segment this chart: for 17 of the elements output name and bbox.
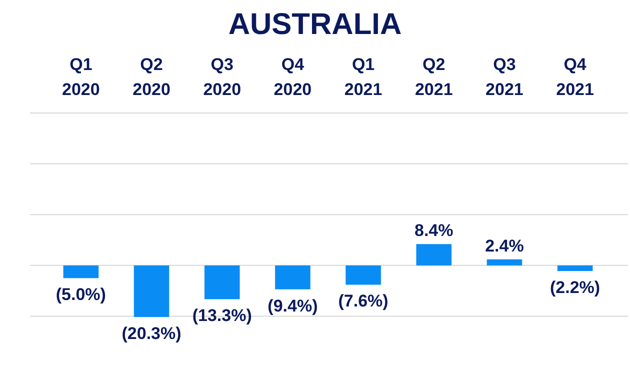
data-label: (5.0%) — [56, 285, 106, 304]
data-label: (9.4%) — [268, 296, 318, 316]
data-label: (2.2%) — [550, 278, 600, 298]
x-tick-label: Q3 2021 — [486, 55, 524, 99]
x-tick-label: Q1 2021 — [344, 55, 382, 99]
x-tick-label: Q4 2021 — [556, 55, 594, 99]
data-label: 2.4% — [485, 236, 524, 256]
x-tick-label: Q1 2020 — [62, 55, 100, 99]
data-label: (7.6%) — [338, 292, 388, 311]
x-tick-label: Q3 2020 — [203, 55, 242, 99]
data-label: 8.4% — [414, 221, 454, 240]
x-tick-label: Q2 2020 — [132, 55, 170, 99]
data-label: (13.3%) — [192, 306, 252, 326]
x-tick-label: Q2 2021 — [414, 55, 453, 99]
x-tick-label: Q4 2020 — [274, 55, 312, 99]
data-label: (20.3%) — [122, 324, 182, 343]
chart-title: AUSTRALIA — [228, 8, 402, 41]
